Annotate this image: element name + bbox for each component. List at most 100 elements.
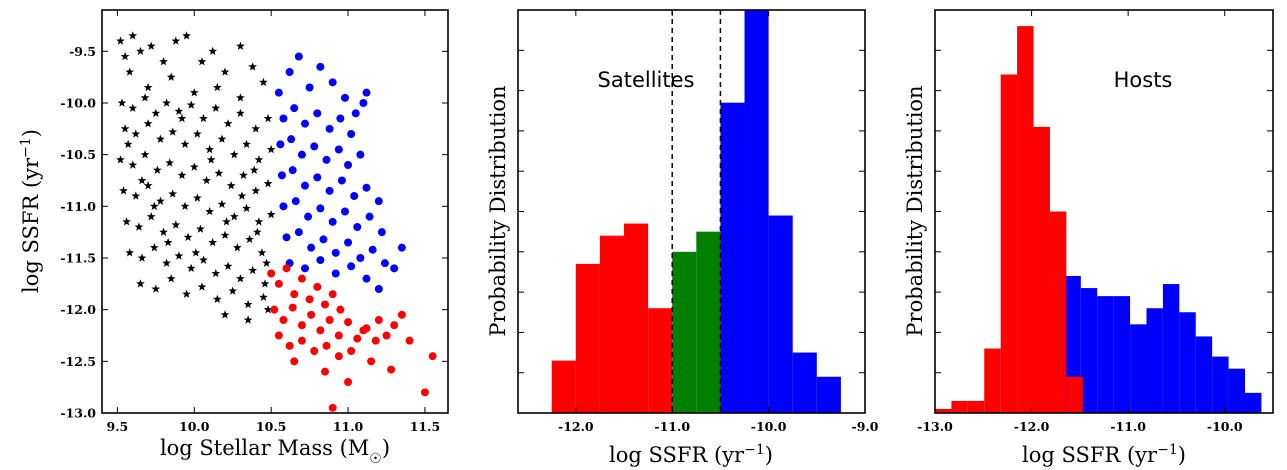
star-forming-point <box>337 176 346 185</box>
scatter-panel: 9.5 10.0 10.5 11.0 11.5 -13.0 -12.5 -12.0 -11.5 -… <box>18 9 449 467</box>
star-point <box>211 103 221 112</box>
star-point <box>116 36 125 45</box>
quenched-point <box>290 357 299 366</box>
quenched-point <box>288 303 297 312</box>
star-forming-point <box>325 124 334 133</box>
star-forming-point <box>344 161 353 169</box>
star-forming-point <box>294 228 303 237</box>
x-tick-label: -13.0 <box>917 419 953 434</box>
histogram-bar <box>648 308 673 413</box>
star-forming-point <box>328 217 337 226</box>
y-tick-label: -12.5 <box>60 354 96 369</box>
quenched-point <box>313 282 322 291</box>
star-point <box>159 227 168 236</box>
quenched-point <box>316 326 325 335</box>
quenched-point <box>328 290 337 299</box>
histogram-bar <box>1080 288 1098 413</box>
histogram-bar <box>1000 74 1018 413</box>
histogram-bar <box>1033 126 1050 414</box>
star-point <box>199 113 208 123</box>
star-forming-point <box>397 243 406 252</box>
star-point <box>259 77 268 87</box>
star-point <box>206 155 216 164</box>
star-point <box>156 134 165 143</box>
star-forming-point <box>334 145 343 154</box>
x-tick-label: 11.0 <box>333 419 364 434</box>
star-point <box>254 217 264 226</box>
star-forming-point <box>300 119 309 128</box>
satellites-y-axis-label: Probability Distribution <box>486 85 510 336</box>
star-point <box>245 234 254 244</box>
star-forming-point <box>362 274 371 283</box>
star-point <box>123 139 133 149</box>
star-point <box>263 305 273 314</box>
star-point <box>252 227 262 236</box>
star-point <box>168 189 178 198</box>
histogram-bar <box>1017 26 1034 414</box>
histogram-bar <box>792 352 817 413</box>
star-point <box>120 51 130 61</box>
star-point <box>177 113 187 123</box>
x-tick-label: -12.0 <box>1014 419 1050 434</box>
star-point <box>166 274 176 283</box>
star-forming-point <box>347 262 356 271</box>
star-point <box>136 279 145 288</box>
star-point <box>223 119 233 128</box>
star-point <box>117 98 127 107</box>
star-forming-point <box>362 183 371 192</box>
star-point <box>189 88 199 97</box>
star-forming-point <box>380 259 389 268</box>
x-tick-label: -10.0 <box>751 419 787 434</box>
star-forming-point <box>368 245 377 254</box>
quenched-point <box>297 274 306 283</box>
star-point <box>151 108 161 118</box>
star-forming-point <box>359 99 368 107</box>
star-point <box>131 129 141 138</box>
star-point <box>243 315 253 324</box>
y-tick-label: -11.0 <box>60 199 96 214</box>
star-point <box>168 127 178 136</box>
star-forming-point <box>282 233 291 242</box>
quenched-point <box>285 341 294 350</box>
star-forming-point <box>300 181 309 190</box>
x-tick-label: 9.5 <box>107 419 129 434</box>
star-forming-point <box>276 140 285 149</box>
star-forming-point <box>322 155 331 164</box>
quenched-point <box>367 357 376 366</box>
hosts-histogram-panel: -13.0 -12.0 -11.0 -10.0 Hosts log SSFR (yr−… <box>903 9 1274 467</box>
star-forming-point <box>291 197 300 206</box>
quenched-point <box>334 331 343 340</box>
star-point <box>152 165 162 174</box>
star-point <box>197 57 207 66</box>
star-forming-point <box>374 285 383 293</box>
star-point <box>163 237 173 247</box>
quenched-point <box>382 331 391 340</box>
scatter-points <box>116 31 437 412</box>
star-point <box>174 251 184 260</box>
histogram-bar <box>935 408 952 413</box>
star-forming-point <box>316 256 325 265</box>
star-forming-point <box>331 269 340 278</box>
star-forming-point <box>377 228 386 237</box>
star-point <box>214 168 224 177</box>
star-forming-point <box>331 248 340 257</box>
quenched-point <box>387 365 396 374</box>
star-point <box>257 248 267 257</box>
star-point <box>197 282 207 291</box>
star-point <box>192 129 202 138</box>
star-point <box>128 31 138 40</box>
star-point <box>266 144 276 154</box>
star-point <box>266 210 276 219</box>
star-forming-point <box>307 243 316 252</box>
histogram-bar <box>1228 368 1245 413</box>
star-forming-point <box>347 130 356 138</box>
histogram-bar <box>720 102 745 413</box>
hosts-x-axis-label: log SSFR (yr−1) <box>1022 442 1186 467</box>
star-point <box>263 179 273 188</box>
histogram-bar <box>1130 324 1147 413</box>
star-forming-point <box>325 186 334 195</box>
star-point <box>220 230 230 239</box>
star-point <box>217 199 227 208</box>
star-forming-point <box>310 142 319 151</box>
